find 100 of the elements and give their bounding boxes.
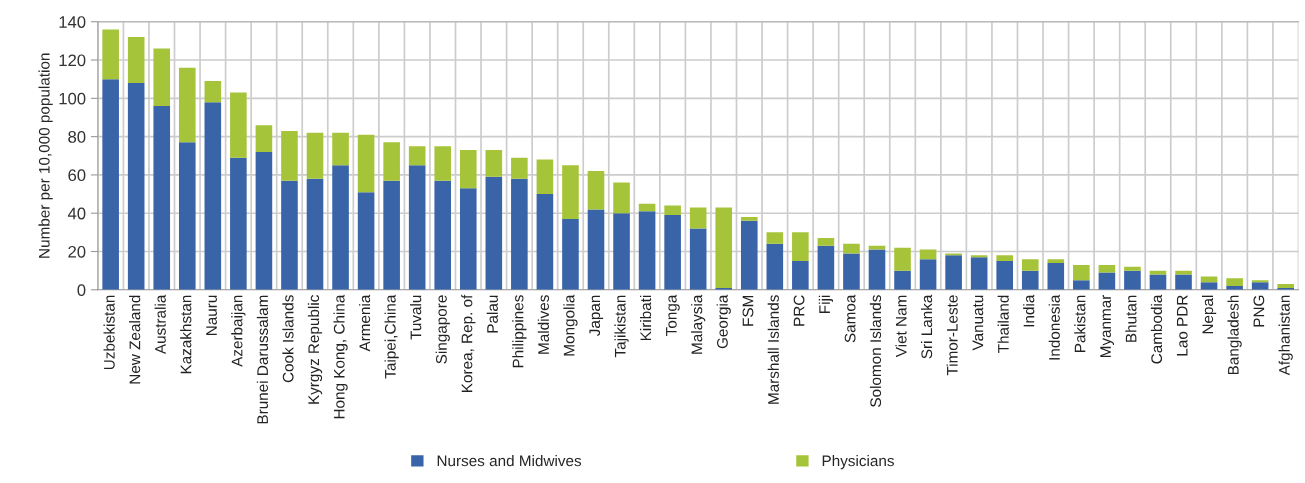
bar (894, 247, 911, 271)
bar (817, 238, 835, 246)
bar (255, 151, 273, 290)
x-tick-label: Singapore (435, 295, 450, 364)
bar (536, 159, 554, 195)
y-tick-label: 120 (59, 54, 86, 67)
bar (894, 270, 911, 290)
bar (127, 37, 145, 84)
bar (792, 261, 809, 290)
x-tick-label: Japan (589, 295, 604, 337)
x-tick-label: Thailand (997, 295, 1009, 353)
x-tick-label: Palau (486, 295, 498, 333)
x-tick-label: Kazakhstan (180, 295, 192, 374)
bar (638, 211, 656, 290)
bar (178, 67, 196, 143)
x-tick-label: Sri Lanka (920, 294, 933, 359)
legend-label: Nurses and Midwives (437, 455, 582, 467)
bar (1175, 274, 1192, 290)
bar (740, 217, 758, 221)
x-tick-label: Timor-Leste (946, 295, 958, 376)
bar (587, 171, 605, 210)
bar (766, 243, 784, 290)
x-tick-label: Australia (154, 294, 166, 355)
x-tick-label: Malaysia (691, 294, 706, 354)
x-tick-label: Afghanistan (1278, 295, 1293, 376)
bar (383, 142, 400, 181)
x-tick-label: Azerbaijan (231, 295, 246, 367)
x-tick-label: Cambodia (1150, 294, 1163, 364)
x-tick-label: Nauru (206, 295, 217, 336)
x-tick-label: Lao PDR (1176, 295, 1188, 356)
bar (332, 132, 349, 166)
x-tick-label: Cook Islands (282, 295, 294, 383)
bar (1047, 262, 1065, 290)
x-tick-label: Vanuatu (972, 295, 984, 351)
x-tick-label: Philippines (512, 295, 527, 368)
bar (204, 81, 222, 103)
bar (1021, 259, 1039, 271)
x-tick-label: Mongolia (563, 294, 578, 356)
bar (1149, 274, 1167, 290)
x-tick-label: PRC (793, 295, 805, 326)
bar (459, 188, 477, 290)
bar (306, 132, 324, 179)
bar (408, 165, 426, 290)
bar (1047, 259, 1065, 263)
x-tick-label: Taipei,China (384, 294, 399, 379)
bar (1226, 278, 1243, 286)
bar (689, 207, 707, 229)
x-tick-label: Solomon Islands (869, 295, 882, 407)
bar (1200, 276, 1218, 283)
x-tick-label: Armenia (358, 294, 371, 352)
bar (536, 194, 554, 290)
x-tick-label: Hong Kong, China (333, 294, 348, 419)
bar (153, 105, 171, 290)
bar (102, 79, 119, 290)
x-tick-label: PNG (1253, 295, 1265, 327)
bar (817, 245, 835, 290)
x-tick-label: Georgia (716, 294, 731, 349)
x-tick-label: FSM (742, 295, 754, 326)
x-tick-label: Nepal (1201, 295, 1217, 334)
x-tick-label: Pakistan (1074, 295, 1086, 352)
bar (1124, 266, 1141, 271)
y-tick-label: 0 (77, 284, 86, 296)
bar (792, 232, 809, 262)
bar (178, 142, 196, 290)
x-tick-label: Viet Nam (895, 295, 907, 358)
y-tick-label: 100 (59, 92, 86, 105)
bar (332, 165, 349, 290)
bar (562, 218, 579, 290)
x-tick-label: Tonga (666, 294, 680, 336)
bar (511, 157, 528, 179)
x-tick-label: Tuvalu (410, 295, 422, 340)
x-tick-label: Maldives (537, 295, 550, 354)
bar (868, 245, 886, 250)
bar (511, 178, 528, 290)
bar (843, 253, 860, 290)
x-tick-label: Tajikistan (614, 295, 629, 358)
bar (945, 255, 962, 290)
y-tick-label: 140 (59, 16, 86, 28)
bar (1098, 272, 1116, 290)
x-tick-label: Korea, Rep. of (461, 294, 476, 392)
bar (306, 178, 324, 290)
bar (664, 215, 681, 290)
bar (996, 255, 1014, 262)
bar (485, 176, 503, 290)
bar (664, 205, 681, 216)
bar (281, 130, 298, 181)
bar (255, 125, 273, 152)
bar (357, 192, 375, 290)
x-tick-label: New Zealand (129, 295, 141, 384)
bar (230, 92, 247, 158)
bar (919, 249, 937, 260)
bar (153, 48, 171, 106)
bar (1124, 270, 1141, 290)
bar (102, 29, 119, 80)
y-tick-label: 20 (68, 245, 86, 258)
bar (485, 150, 503, 177)
bar (1073, 280, 1090, 290)
x-tick-label: Uzbekistan (103, 295, 115, 370)
bar (868, 249, 886, 290)
x-tick-label: Fiji (818, 295, 834, 313)
